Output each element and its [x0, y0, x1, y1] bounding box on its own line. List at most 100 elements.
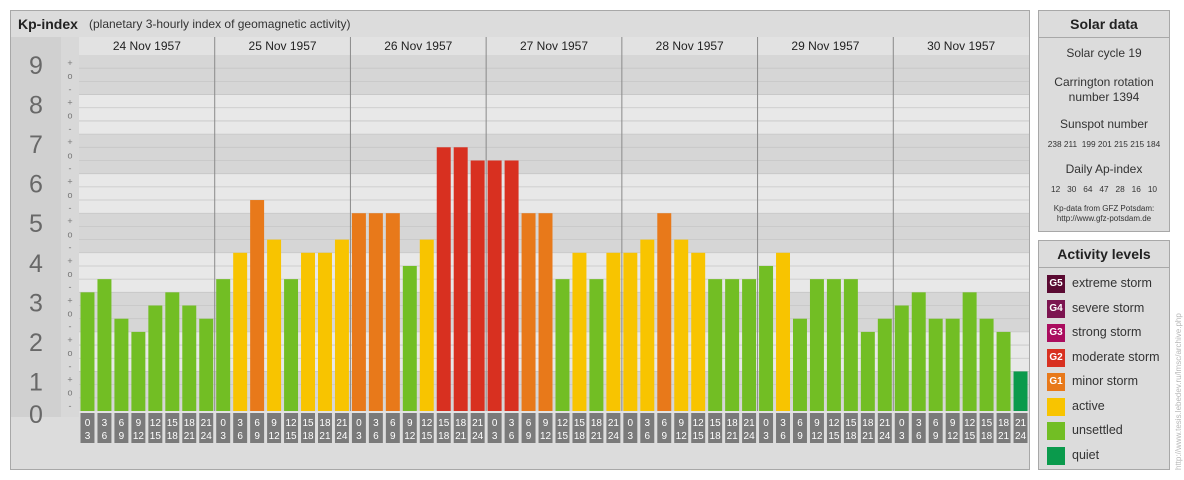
interval-end-label: 24 — [608, 431, 620, 442]
chart-subtitle: (planetary 3-hourly index of geomagnetic… — [89, 17, 351, 31]
activity-level-label: strong storm — [1072, 325, 1142, 339]
kp-bar — [809, 279, 824, 411]
minor-tick-label: o — [67, 269, 72, 279]
interval-end-label: 9 — [661, 431, 667, 442]
y-tick-label: 2 — [29, 329, 43, 357]
interval-end-label: 3 — [492, 431, 498, 442]
minor-tick-label: + — [67, 137, 72, 147]
interval-end-label: 9 — [933, 431, 939, 442]
minor-tick-label: + — [67, 295, 72, 305]
minor-tick-label: + — [67, 374, 72, 384]
activity-level-swatch: G5 — [1047, 275, 1065, 293]
kp-bar — [165, 292, 180, 411]
interval-cell — [996, 413, 1011, 443]
interval-start-label: 21 — [608, 418, 620, 429]
kp-bar — [97, 279, 112, 411]
minor-tick-label: - — [69, 163, 72, 173]
minor-tick-label: - — [69, 203, 72, 213]
interval-end-label: 21 — [727, 431, 739, 442]
kp-bar — [691, 252, 706, 411]
sunspot-number-values: 238 211 199 201 215 215 184 — [1047, 139, 1161, 149]
day-label: 30 Nov 1957 — [927, 39, 995, 53]
kp-bar — [436, 147, 451, 411]
minor-tick-label: o — [67, 71, 72, 81]
interval-cell — [945, 413, 960, 443]
interval-cell — [962, 413, 977, 443]
interval-start-label: 21 — [336, 418, 348, 429]
kp-bar — [250, 200, 265, 411]
interval-end-label: 9 — [526, 431, 532, 442]
kp-bar — [538, 213, 553, 411]
interval-start-label: 0 — [628, 418, 634, 429]
interval-cell — [250, 413, 265, 443]
y-tick-label: 6 — [29, 171, 43, 199]
interval-cell — [776, 413, 790, 443]
interval-end-label: 18 — [710, 431, 722, 442]
interval-end-label: 12 — [404, 431, 416, 442]
minor-tick-column — [61, 37, 79, 417]
kp-bar — [521, 213, 536, 411]
interval-end-label: 3 — [85, 431, 91, 442]
interval-end-label: 6 — [645, 431, 651, 442]
kp-bar — [945, 318, 960, 411]
interval-start-label: 3 — [237, 418, 243, 429]
minor-tick-label: o — [67, 190, 72, 200]
interval-cell — [623, 413, 638, 443]
activity-level-swatch: G1 — [1047, 373, 1065, 391]
interval-start-label: 18 — [319, 418, 331, 429]
interval-end-label: 24 — [879, 431, 891, 442]
minor-tick-label: - — [69, 124, 72, 134]
interval-start-label: 15 — [302, 418, 314, 429]
interval-end-label: 24 — [336, 431, 348, 442]
interval-cell — [334, 413, 349, 443]
solar-cycle: Solar cycle 19 — [1066, 46, 1142, 60]
interval-cell — [911, 413, 926, 443]
day-label: 24 Nov 1957 — [113, 39, 181, 53]
interval-cell — [606, 413, 621, 443]
minor-tick-label: - — [69, 361, 72, 371]
interval-start-label: 18 — [455, 418, 467, 429]
interval-start-label: 12 — [285, 418, 297, 429]
interval-end-label: 18 — [981, 431, 993, 442]
interval-end-label: 18 — [574, 431, 586, 442]
interval-end-label: 15 — [557, 431, 569, 442]
kp-bar — [606, 252, 621, 411]
interval-end-label: 3 — [356, 431, 362, 442]
interval-cell — [97, 413, 112, 443]
interval-cell — [351, 413, 366, 443]
interval-end-label: 21 — [591, 431, 603, 442]
interval-end-label: 24 — [201, 431, 213, 442]
kp-bar — [385, 213, 400, 411]
interval-start-label: 6 — [390, 418, 396, 429]
interval-cell — [674, 413, 689, 443]
kp-bar — [1013, 371, 1028, 411]
kp-bar — [114, 318, 129, 411]
interval-cell — [284, 413, 299, 443]
kp-bar — [826, 279, 841, 411]
interval-end-label: 6 — [916, 431, 922, 442]
minor-tick-label: o — [67, 388, 72, 398]
y-tick-label: 8 — [29, 92, 43, 120]
y-axis-column — [11, 37, 61, 417]
kp-bar — [131, 331, 146, 411]
interval-end-label: 3 — [763, 431, 769, 442]
interval-cell — [301, 413, 315, 443]
interval-start-label: 21 — [1015, 418, 1027, 429]
minor-tick-label: + — [67, 256, 72, 266]
interval-cell — [843, 413, 858, 443]
interval-end-label: 21 — [862, 431, 874, 442]
y-tick-label: 7 — [29, 131, 43, 159]
daily-ap-values: 12 30 64 47 28 16 10 — [1050, 184, 1158, 194]
minor-tick-label: - — [69, 401, 72, 411]
interval-cell — [809, 413, 824, 443]
interval-end-label: 6 — [102, 431, 108, 442]
minor-tick-label: + — [67, 177, 72, 187]
interval-cell — [979, 413, 994, 443]
day-label: 27 Nov 1957 — [520, 39, 588, 53]
interval-end-label: 24 — [472, 431, 484, 442]
interval-cell — [589, 413, 604, 443]
kp-chart-panel: Kp-index (planetary 3-hourly index of ge… — [10, 10, 1030, 470]
interval-end-label: 18 — [302, 431, 314, 442]
interval-cell — [233, 413, 248, 443]
interval-end-label: 21 — [998, 431, 1010, 442]
